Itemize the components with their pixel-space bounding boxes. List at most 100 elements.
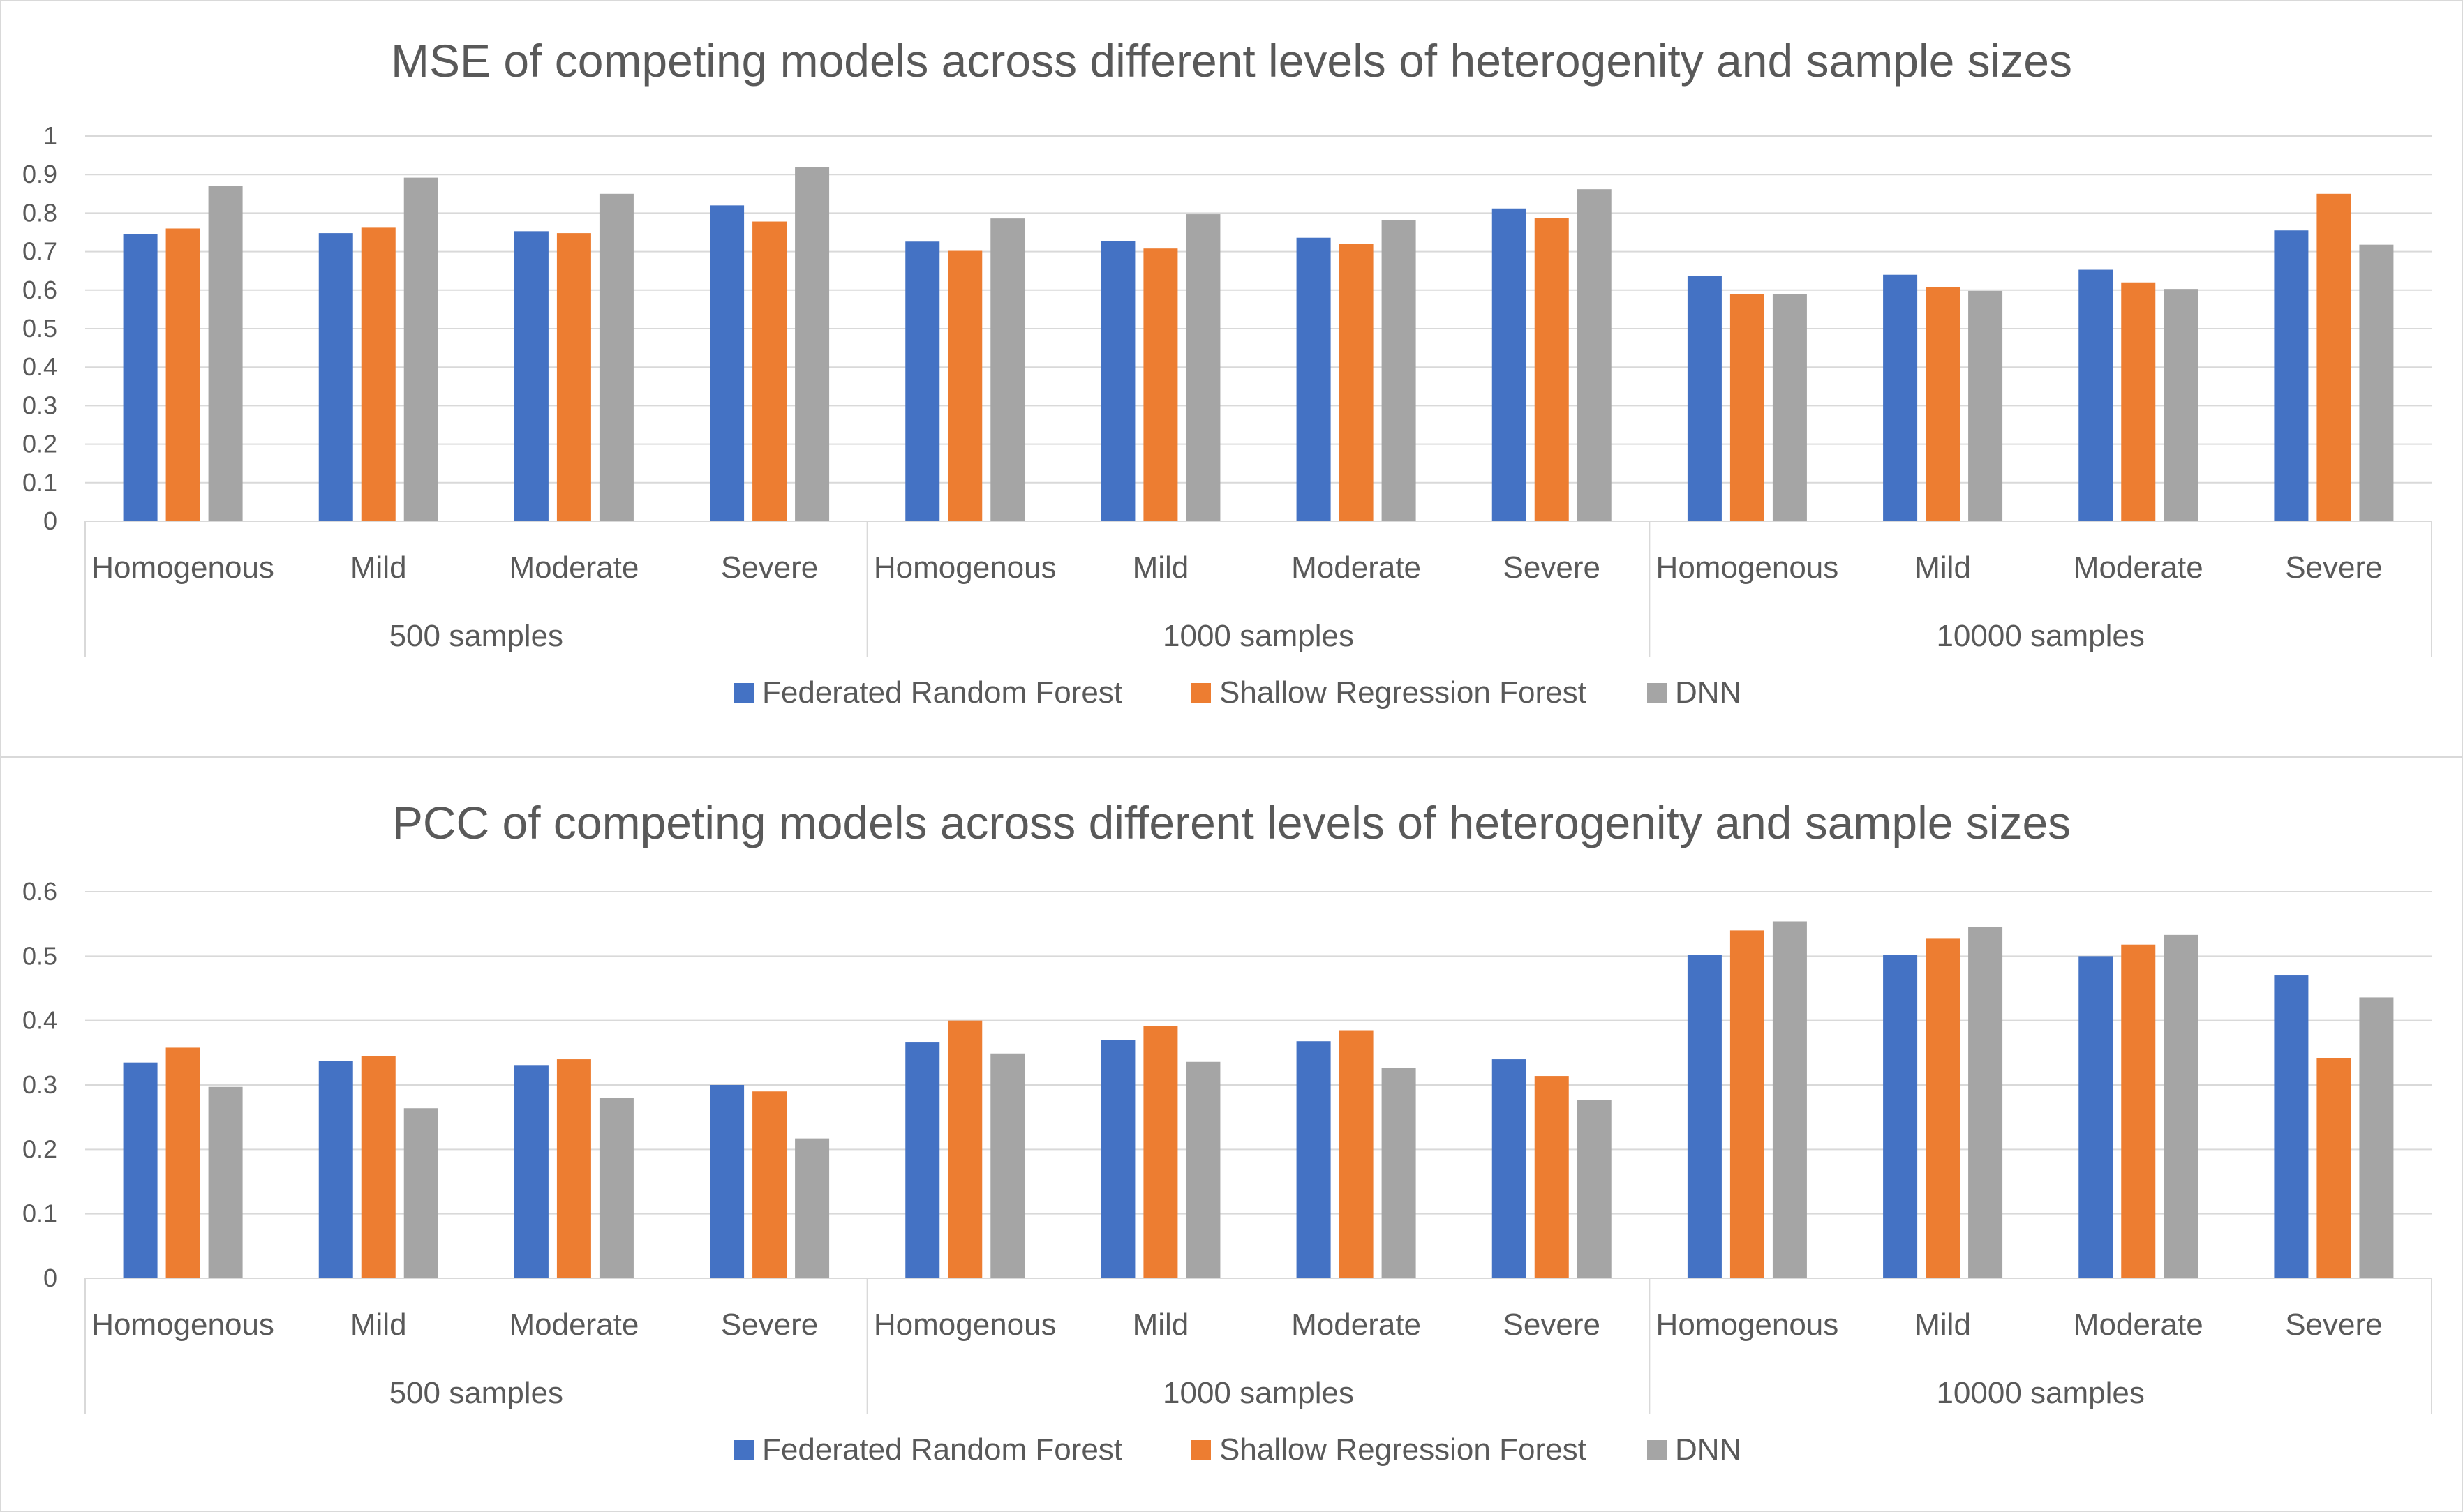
- category-label: Moderate: [1291, 1308, 1421, 1342]
- bar: [1381, 1068, 1416, 1278]
- category-label: Severe: [1503, 1308, 1600, 1342]
- bar: [710, 1085, 745, 1278]
- category-label: Severe: [721, 1308, 818, 1342]
- bar: [948, 1020, 983, 1278]
- bar: [1926, 287, 1960, 521]
- bar: [2359, 997, 2394, 1278]
- bar: [2121, 282, 2156, 521]
- bar: [599, 1098, 634, 1278]
- mse-chart-panel: MSE of competing models across different…: [0, 0, 2463, 757]
- y-tick-label: 0.5: [22, 314, 57, 343]
- y-tick-label: 0.5: [22, 941, 57, 970]
- bar: [905, 241, 940, 521]
- bar: [403, 1108, 438, 1278]
- bar: [1143, 248, 1178, 521]
- bar: [1687, 276, 1722, 521]
- bar: [795, 1138, 830, 1278]
- y-tick-label: 0.8: [22, 198, 57, 227]
- y-tick-label: 0.1: [22, 1199, 57, 1228]
- pcc-chart-panel: PCC of competing models across different…: [0, 757, 2463, 1512]
- bar: [165, 1047, 200, 1278]
- group-label: 500 samples: [389, 619, 563, 653]
- bar: [1772, 294, 1807, 521]
- legend-label: DNN: [1675, 675, 1741, 710]
- category-label: Moderate: [509, 551, 639, 585]
- bar: [403, 177, 438, 521]
- category-label: Mild: [350, 1308, 407, 1342]
- bar: [123, 1062, 158, 1278]
- y-tick-label: 0.3: [22, 1070, 57, 1099]
- bar: [752, 1091, 787, 1278]
- y-tick-label: 0.3: [22, 391, 57, 419]
- bar: [1968, 290, 2003, 521]
- category-label: Severe: [2285, 551, 2382, 585]
- bar: [1883, 274, 1918, 521]
- category-label: Homogenous: [91, 551, 274, 585]
- bar: [1339, 1030, 1374, 1278]
- bar: [2121, 944, 2156, 1278]
- bar: [2274, 975, 2309, 1278]
- category-label: Severe: [2285, 1308, 2382, 1342]
- bar: [1339, 244, 1374, 521]
- bar: [1381, 220, 1416, 521]
- y-tick-label: 0.6: [22, 276, 57, 304]
- group-label: 500 samples: [389, 1376, 563, 1410]
- y-tick-label: 0.2: [22, 430, 57, 458]
- legend-label: Shallow Regression Forest: [1219, 1432, 1586, 1467]
- legend-swatch: [1191, 683, 1211, 703]
- bar: [990, 218, 1025, 521]
- bar: [990, 1053, 1025, 1278]
- bar: [905, 1042, 940, 1278]
- chart-title: MSE of competing models across different…: [391, 35, 2072, 87]
- bar: [1729, 930, 1764, 1278]
- group-label: 1000 samples: [1163, 619, 1354, 653]
- category-label: Mild: [1914, 551, 1971, 585]
- bar: [2164, 934, 2198, 1278]
- chart-title: PCC of competing models across different…: [392, 797, 2071, 848]
- bar: [1577, 189, 1612, 521]
- legend-swatch: [734, 683, 754, 703]
- bar: [208, 186, 243, 521]
- bar: [165, 228, 200, 521]
- bar: [2316, 1058, 2351, 1278]
- bar: [1101, 1040, 1136, 1278]
- bar: [1577, 1100, 1612, 1278]
- legend-label: DNN: [1675, 1432, 1741, 1467]
- y-tick-label: 0.4: [22, 1006, 57, 1035]
- category-label: Moderate: [2074, 1308, 2203, 1342]
- bar: [599, 193, 634, 521]
- bar: [1296, 237, 1331, 521]
- category-label: Moderate: [509, 1308, 639, 1342]
- bar: [318, 233, 353, 521]
- y-tick-label: 0.1: [22, 468, 57, 497]
- bar: [752, 221, 787, 521]
- group-label: 10000 samples: [1936, 1376, 2144, 1410]
- bar: [1687, 955, 1722, 1278]
- category-label: Homogenous: [1656, 551, 1839, 585]
- bar: [2274, 230, 2309, 521]
- bar: [2078, 956, 2113, 1278]
- y-tick-label: 0.2: [22, 1135, 57, 1163]
- category-label: Moderate: [2074, 551, 2203, 585]
- y-tick-label: 0.7: [22, 237, 57, 266]
- bar: [2359, 244, 2394, 521]
- y-tick-label: 0.4: [22, 352, 57, 381]
- category-label: Homogenous: [91, 1308, 274, 1342]
- pcc-chart: PCC of competing models across different…: [22, 797, 2432, 1467]
- bar: [1534, 1076, 1569, 1278]
- bar: [123, 234, 158, 521]
- bar: [556, 233, 591, 521]
- y-tick-label: 0: [43, 507, 57, 535]
- bar: [2164, 289, 2198, 521]
- bar: [1143, 1026, 1178, 1278]
- bar: [556, 1059, 591, 1278]
- y-tick-label: 0.6: [22, 877, 57, 906]
- bar: [2316, 193, 2351, 521]
- category-label: Homogenous: [874, 1308, 1057, 1342]
- bar: [1729, 294, 1764, 521]
- bar: [1491, 208, 1526, 521]
- category-label: Severe: [1503, 551, 1600, 585]
- bar: [1968, 927, 2003, 1278]
- bar: [208, 1086, 243, 1278]
- bar: [1926, 938, 1960, 1278]
